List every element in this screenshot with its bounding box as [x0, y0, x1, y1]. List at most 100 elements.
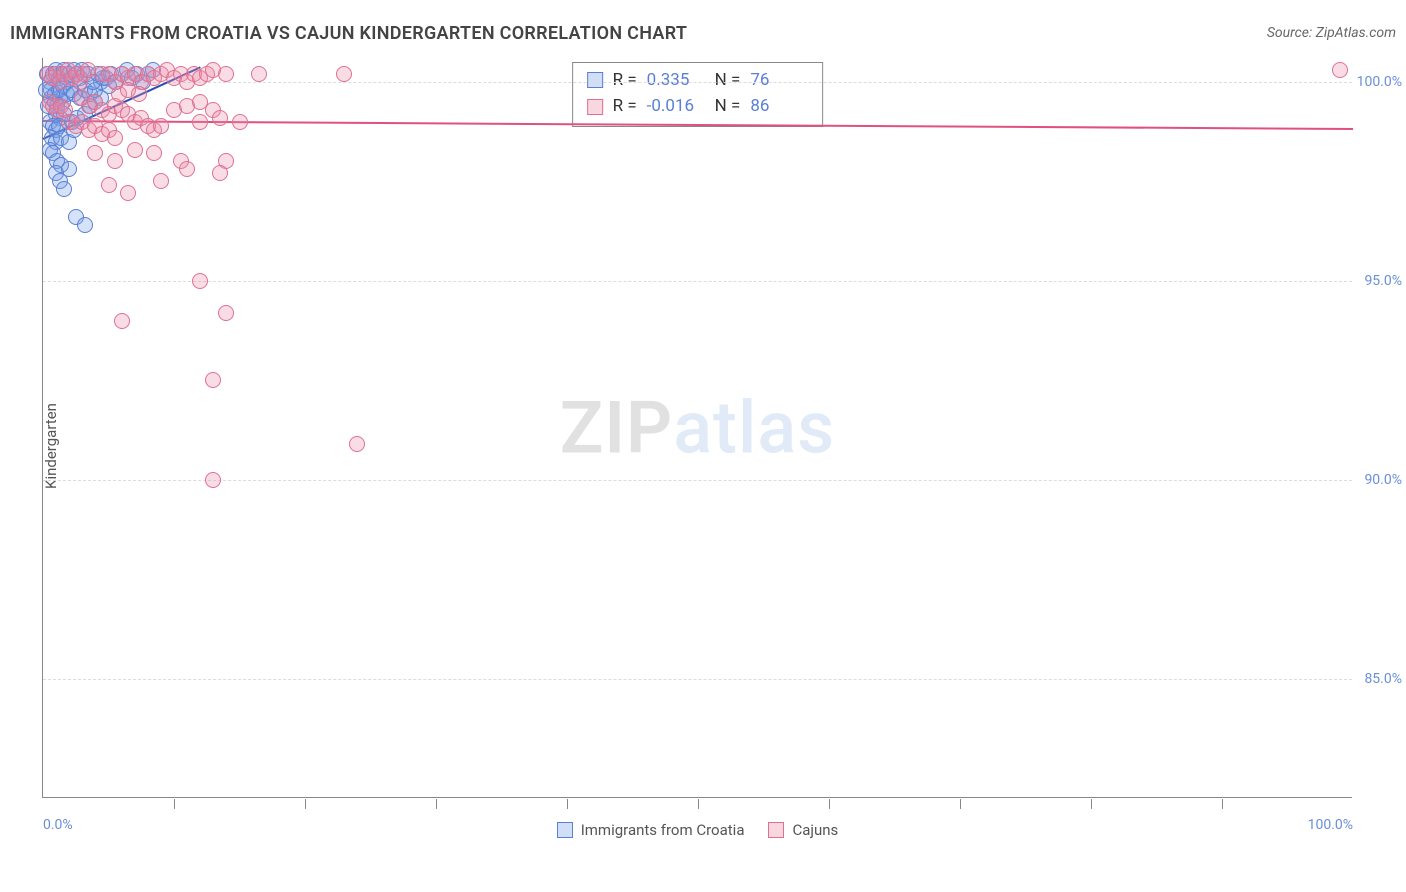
gridline-h [43, 480, 1352, 481]
data-point-cajuns [166, 102, 182, 118]
legend-n-label: N = [715, 93, 741, 119]
source-prefix: Source: [1267, 25, 1316, 41]
data-point-cajuns [133, 110, 149, 126]
legend-cajuns-n-value: 86 [750, 93, 808, 119]
data-point-croatia [66, 86, 82, 102]
data-point-cajuns [48, 66, 64, 82]
data-point-cajuns [42, 94, 58, 110]
data-point-croatia [45, 145, 61, 161]
legend-croatia-r-value: 0.335 [647, 67, 705, 93]
data-point-croatia [59, 86, 75, 102]
legend-r-label: R = [613, 93, 637, 119]
data-point-croatia [48, 165, 64, 181]
data-point-cajuns [251, 66, 267, 82]
gridline-h [43, 679, 1352, 680]
data-point-cajuns [153, 66, 169, 82]
data-point-croatia [39, 66, 55, 82]
data-point-cajuns [1332, 62, 1348, 78]
legend-croatia-n-value: 76 [750, 67, 808, 93]
data-point-cajuns [107, 153, 123, 169]
x-tick [567, 799, 568, 809]
data-point-croatia [64, 70, 80, 86]
data-point-croatia [43, 90, 59, 106]
data-point-croatia [87, 82, 103, 98]
data-point-croatia [47, 94, 63, 110]
data-point-cajuns [101, 122, 117, 138]
data-point-croatia [69, 66, 85, 82]
watermark-text-b: atlas [673, 385, 835, 470]
gridline-h [43, 82, 1352, 83]
swatch-croatia-icon [587, 72, 603, 88]
data-point-croatia [77, 217, 93, 233]
data-point-cajuns [179, 98, 195, 114]
gridline-h [43, 281, 1352, 282]
correlation-legend: R = 0.335 N = 76 R = -0.016 N = 86 [572, 62, 824, 127]
data-point-cajuns [74, 90, 90, 106]
chart-title: IMMIGRANTS FROM CROATIA VS CAJUN KINDERG… [10, 23, 687, 44]
data-point-croatia [51, 82, 67, 98]
y-tick-label: 85.0% [1354, 671, 1402, 687]
legend-n-label: N = [715, 67, 741, 93]
data-point-cajuns [146, 145, 162, 161]
data-point-croatia [40, 98, 56, 114]
x-tick [1091, 799, 1092, 809]
data-point-croatia [56, 62, 72, 78]
data-point-cajuns [101, 66, 117, 82]
x-tick [960, 799, 961, 809]
data-point-croatia [66, 62, 82, 78]
data-point-croatia [63, 82, 79, 98]
data-point-cajuns [56, 66, 72, 82]
data-point-croatia [119, 62, 135, 78]
data-point-croatia [53, 66, 69, 82]
x-tick [698, 799, 699, 809]
swatch-cajuns-icon [587, 99, 603, 115]
data-point-croatia [98, 70, 114, 86]
data-point-cajuns [127, 142, 143, 158]
x-tick-label: 100.0% [1308, 817, 1353, 833]
scatter-plot: ZIPatlas R = 0.335 N = 76 R = -0.016 N =… [42, 58, 1352, 798]
data-point-cajuns [140, 66, 156, 82]
data-point-croatia [87, 94, 103, 110]
source-name: ZipAtlas.com [1316, 25, 1396, 41]
data-point-cajuns [153, 173, 169, 189]
data-point-croatia [55, 94, 71, 110]
data-point-cajuns [87, 94, 103, 110]
data-point-cajuns [173, 153, 189, 169]
data-point-croatia [80, 66, 96, 82]
legend-croatia-label: Immigrants from Croatia [581, 821, 745, 839]
data-point-cajuns [76, 66, 92, 82]
data-point-croatia [61, 134, 77, 150]
data-point-cajuns [94, 66, 110, 82]
data-point-croatia [74, 62, 90, 78]
data-point-cajuns [192, 70, 208, 86]
legend-cajuns-r-value: -0.016 [647, 93, 705, 119]
data-point-cajuns [120, 106, 136, 122]
data-point-croatia [49, 98, 65, 114]
data-point-croatia [38, 82, 54, 98]
data-point-croatia [55, 78, 71, 94]
data-point-cajuns [159, 62, 175, 78]
data-point-croatia [52, 110, 68, 126]
data-point-cajuns [57, 102, 73, 118]
x-tick [829, 799, 830, 809]
swatch-cajuns-icon [768, 822, 784, 838]
data-point-croatia [129, 66, 145, 82]
data-point-croatia [77, 82, 93, 98]
data-point-cajuns [205, 62, 221, 78]
data-point-croatia [49, 153, 65, 169]
data-point-croatia [47, 86, 63, 102]
data-point-croatia [124, 70, 140, 86]
data-point-cajuns [336, 66, 352, 82]
swatch-croatia-icon [557, 822, 573, 838]
data-point-croatia [51, 70, 67, 86]
data-point-croatia [52, 90, 68, 106]
data-point-cajuns [192, 94, 208, 110]
data-point-cajuns [81, 122, 97, 138]
data-point-croatia [95, 70, 111, 86]
data-point-cajuns [94, 126, 110, 142]
data-point-cajuns [179, 161, 195, 177]
data-point-cajuns [205, 102, 221, 118]
data-point-cajuns [218, 66, 234, 82]
data-point-cajuns [127, 66, 143, 82]
data-point-croatia [145, 62, 161, 78]
